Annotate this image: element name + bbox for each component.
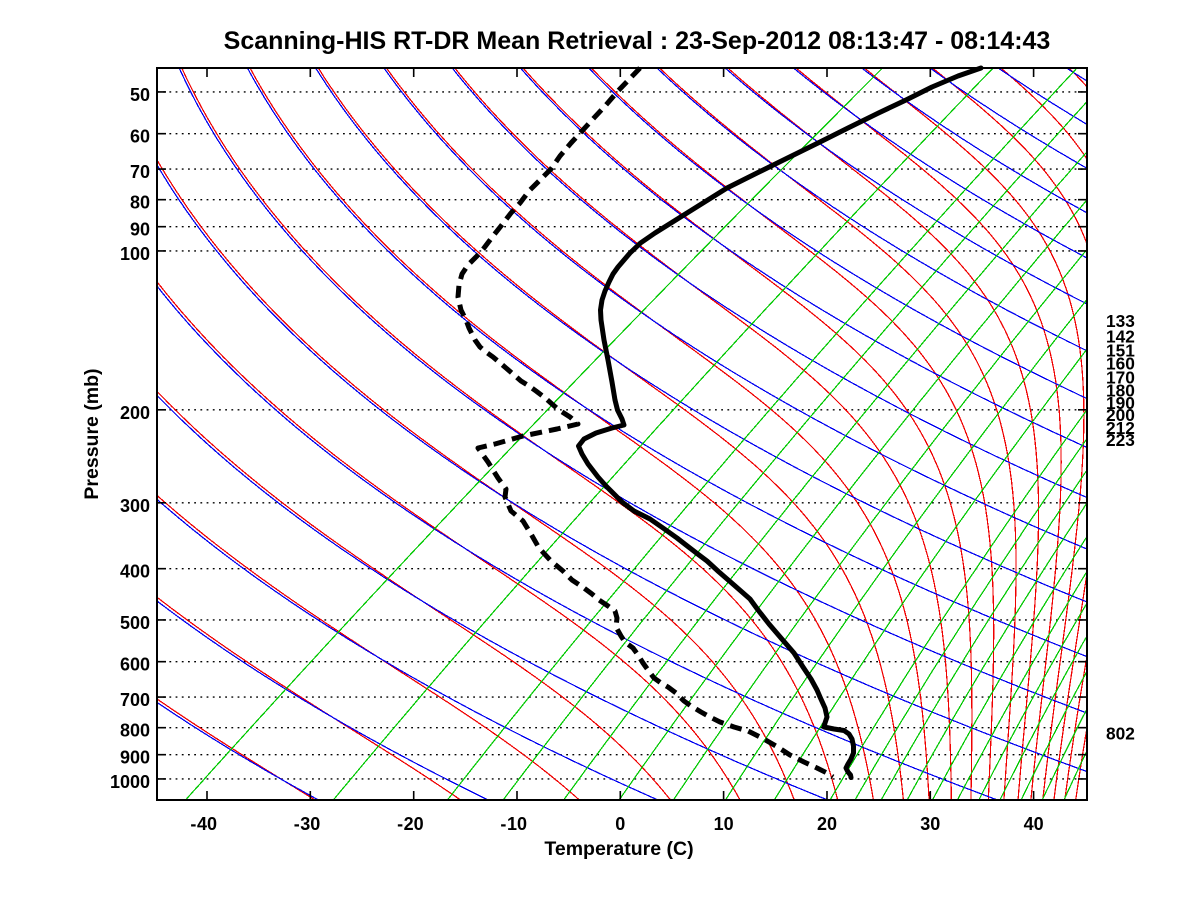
svg-text:200: 200 xyxy=(1106,405,1135,425)
svg-text:80: 80 xyxy=(130,193,150,213)
svg-text:300: 300 xyxy=(120,496,150,516)
svg-text:900: 900 xyxy=(120,748,150,768)
svg-text:223: 223 xyxy=(1106,430,1135,450)
svg-text:30: 30 xyxy=(920,814,940,834)
svg-text:170: 170 xyxy=(1106,368,1135,388)
svg-text:Scanning-HIS RT-DR Mean Retrie: Scanning-HIS RT-DR Mean Retrieval : 23-S… xyxy=(224,27,1051,55)
svg-text:40: 40 xyxy=(197,814,217,834)
svg-text:600: 600 xyxy=(120,655,150,675)
svg-text:10: 10 xyxy=(714,814,734,834)
svg-text:-: - xyxy=(500,814,506,834)
svg-text:40: 40 xyxy=(1024,814,1044,834)
svg-text:90: 90 xyxy=(130,220,150,240)
svg-text:20: 20 xyxy=(817,814,837,834)
svg-text:1000: 1000 xyxy=(110,772,150,792)
svg-text:10: 10 xyxy=(507,814,527,834)
svg-text:151: 151 xyxy=(1106,340,1135,360)
svg-text:-: - xyxy=(294,814,300,834)
svg-text:30: 30 xyxy=(300,814,320,834)
svg-text:700: 700 xyxy=(120,690,150,710)
svg-text:70: 70 xyxy=(130,162,150,182)
svg-text:500: 500 xyxy=(120,613,150,633)
svg-text:180: 180 xyxy=(1106,381,1135,401)
svg-text:60: 60 xyxy=(130,127,150,147)
svg-text:-: - xyxy=(190,814,196,834)
svg-text:200: 200 xyxy=(120,403,150,423)
svg-text:142: 142 xyxy=(1106,326,1135,346)
svg-text:Temperature (C): Temperature (C) xyxy=(544,838,693,860)
svg-text:20: 20 xyxy=(404,814,424,834)
svg-text:802: 802 xyxy=(1106,723,1135,743)
svg-text:190: 190 xyxy=(1106,393,1135,413)
svg-text:800: 800 xyxy=(120,721,150,741)
svg-text:0: 0 xyxy=(615,814,625,834)
svg-text:50: 50 xyxy=(130,85,150,105)
svg-text:400: 400 xyxy=(120,562,150,582)
svg-text:Pressure (mb): Pressure (mb) xyxy=(81,368,103,499)
svg-text:160: 160 xyxy=(1106,354,1135,374)
svg-text:100: 100 xyxy=(120,244,150,264)
svg-text:-: - xyxy=(397,814,403,834)
svg-text:133: 133 xyxy=(1106,311,1135,331)
svg-text:212: 212 xyxy=(1106,418,1135,438)
